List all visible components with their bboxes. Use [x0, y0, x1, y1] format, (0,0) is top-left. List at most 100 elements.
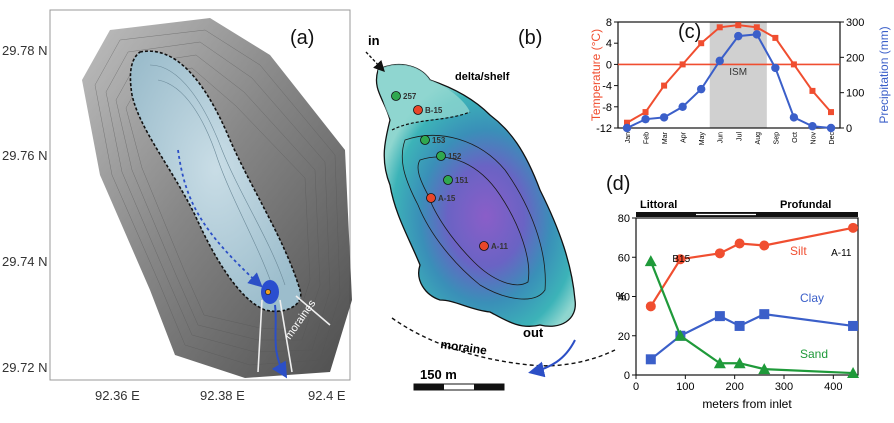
chart-d-point-sand: [733, 357, 746, 369]
chart-c-ylabel-left: Temperature (°C): [589, 29, 603, 121]
chart-c-temp-point: [661, 82, 668, 89]
site-marker-257: [391, 91, 401, 101]
inlet-label: in: [368, 33, 380, 48]
scale-label: 150 m: [420, 367, 457, 382]
chart-d-point-sand: [758, 363, 771, 375]
chart-d-series-label-sand: Sand: [800, 347, 828, 361]
chart-c-precip-point: [808, 122, 817, 131]
shelf-outline-b: [378, 64, 470, 128]
chart-d-xtick-label: 400: [824, 381, 842, 393]
lake-bathymetry-a: [149, 64, 286, 286]
site-label-153: 153: [432, 136, 446, 145]
chart-d-point-clay: [734, 320, 745, 331]
panel-a: moraines (a) 29.78 N 29.76 N 29.74 N 29.…: [2, 9, 352, 403]
site-label-A-11: A-11: [491, 242, 508, 251]
chart-d-xtick-label: 200: [725, 381, 743, 393]
lon-tick-0: 92.36 E: [95, 388, 140, 403]
chart-d-line-sand: [649, 260, 854, 375]
chart-d-ylabel: %: [616, 290, 627, 304]
lon-tick-2: 92.4 E: [308, 388, 346, 403]
chart-c-ytick-right-label: 200: [846, 52, 864, 64]
chart-c-precip-point: [752, 30, 762, 39]
site-label-A-15: A-15: [438, 194, 456, 203]
chart-c-precip-point: [678, 102, 687, 112]
chart-c-line-left: [626, 24, 832, 124]
zone-label-profundal: Profundal: [780, 199, 831, 211]
site-marker-152: [436, 151, 446, 161]
chart-c-ytick-left-label: 0: [606, 59, 612, 71]
zone-bar: [636, 212, 858, 217]
lon-tick-1: 92.38 E: [200, 388, 245, 403]
chart-d-point-silt: [645, 301, 656, 312]
moraine-label-b: moraine: [440, 337, 488, 357]
site-label-151: 151: [455, 176, 469, 185]
chart-d-marks: Silt Clay Sand B15 A-11: [644, 222, 860, 379]
site-marker-B-15: [413, 105, 423, 115]
lake-outline-a: [129, 50, 302, 312]
chart-c-marks: [622, 22, 836, 133]
site-label-257: 257: [403, 92, 417, 101]
chart-d-point-silt: [848, 222, 859, 233]
chart-c-ytick-right-label: 0: [846, 123, 852, 135]
chart-c-xtick-Jan: Jan: [625, 132, 632, 143]
lat-tick-3: 29.72 N: [2, 360, 48, 375]
chart-c-xtick-Oct: Oct: [792, 132, 799, 143]
chart-d-axes: 0 20 40 60 80 0 100 200 300 400: [618, 213, 859, 393]
chart-c-axes: -12 -8 -4 0 4 8 0 100 200 300 Jan Feb Mar Apr May Jun Ju…: [596, 17, 864, 145]
chart-d-point-clay: [645, 354, 656, 365]
chart-c-temp-point: [753, 24, 760, 31]
chart-c-precip-point: [734, 31, 743, 41]
site-marker-153: [420, 135, 430, 145]
chart-d-xtick-label: 0: [633, 381, 639, 393]
chart-c-precip-point: [622, 123, 632, 133]
shelf-edge-b: [391, 111, 471, 131]
outflow-a: [271, 304, 288, 379]
chart-d-xtick-label: 100: [676, 381, 694, 393]
core-site-a: [265, 289, 271, 295]
chart-d-point-silt: [714, 248, 725, 259]
chart-d-point-sand: [674, 329, 687, 341]
chart-d-point-clay: [759, 309, 770, 320]
chart-c-xtick-Nov: Nov: [810, 132, 817, 145]
chart-c-temp-point: [698, 40, 705, 47]
chart-c-ytick-left-label: 8: [606, 17, 612, 29]
chart-d-xtick-label: 300: [775, 381, 793, 393]
chart-c-xtick-Aug: Aug: [755, 132, 762, 145]
chart-c-xtick-Jun: Jun: [718, 132, 725, 143]
chart-d-point-silt: [675, 254, 686, 265]
chart-c-ytick-left-label: -4: [602, 81, 612, 93]
chart-d-point-clay: [714, 311, 725, 322]
chart-c-precip-point: [771, 63, 780, 73]
chart-d-ytick-label: 60: [618, 252, 630, 264]
chart-c-temp-point: [828, 109, 834, 116]
chart-c-precip-point: [659, 113, 669, 122]
lat-tick-2: 29.74 N: [2, 254, 48, 269]
inlet-arrow: [365, 51, 385, 73]
chart-d-point-silt: [734, 238, 745, 249]
delta-label: delta/shelf: [455, 71, 510, 83]
chart-d-series-label-clay: Clay: [800, 291, 824, 305]
chart-d-ytick-label: 0: [624, 370, 630, 382]
panel-a-label: (a): [290, 27, 314, 49]
chart-c-precip-point: [641, 114, 650, 124]
chart-c-precip-point: [696, 84, 706, 94]
panel-b-label: (b): [518, 27, 542, 49]
chart-d-point-silt: [759, 240, 770, 251]
chart-c-ytick-left-label: -12: [596, 123, 612, 135]
zone-label-littoral: Littoral: [640, 199, 677, 211]
panel-b: (b) in delta/shelf moraine out 150 m 257…: [365, 27, 616, 391]
ism-label: ISM: [729, 67, 747, 78]
chart-c-precip-point: [826, 123, 836, 133]
panel-c-label: (c): [678, 21, 701, 43]
chart-d-ytick-label: 40: [618, 292, 630, 304]
chart-c-ylabel-right: Precipitation (mm): [877, 26, 891, 123]
site-label-152: 152: [448, 152, 462, 161]
chart-d-ytick-label: 20: [618, 331, 630, 343]
outflow-b: [528, 339, 576, 378]
site-marker-151: [443, 175, 453, 185]
chart-c-xtick-Sep: Sep: [773, 132, 780, 145]
chart-c-ytick-left-label: 4: [606, 38, 612, 50]
chart-c-temp-point: [809, 87, 816, 94]
